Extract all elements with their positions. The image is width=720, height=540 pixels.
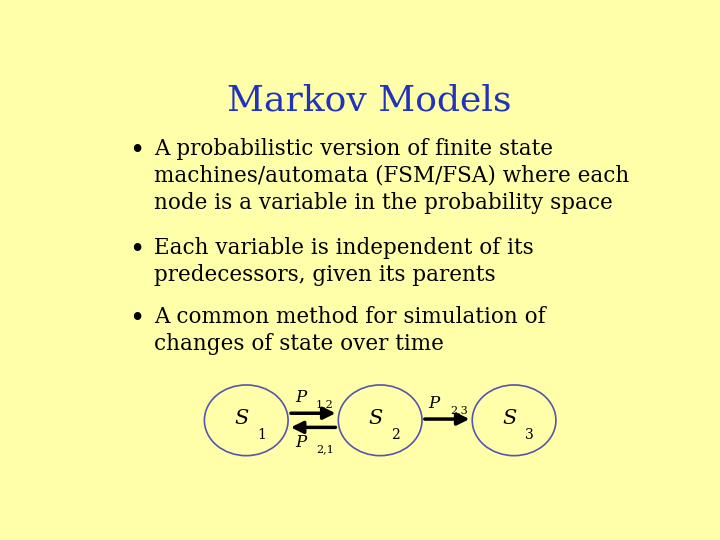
- Text: S: S: [503, 409, 517, 428]
- Text: 2,3: 2,3: [450, 406, 468, 415]
- Text: Each variable is independent of its
predecessors, given its parents: Each variable is independent of its pred…: [154, 238, 534, 286]
- Text: 2: 2: [392, 428, 400, 442]
- Text: 3: 3: [526, 428, 534, 442]
- Ellipse shape: [472, 385, 556, 456]
- Text: 1,2: 1,2: [316, 400, 334, 409]
- Text: 1: 1: [258, 428, 266, 442]
- Text: A common method for simulation of
changes of state over time: A common method for simulation of change…: [154, 306, 546, 355]
- Text: A probabilistic version of finite state
machines/automata (FSM/FSA) where each
n: A probabilistic version of finite state …: [154, 138, 629, 214]
- Text: P: P: [428, 395, 440, 412]
- Text: •: •: [129, 138, 144, 164]
- Text: S: S: [369, 409, 383, 428]
- Text: P: P: [294, 434, 306, 451]
- Text: S: S: [235, 409, 249, 428]
- Text: •: •: [129, 238, 144, 264]
- Text: •: •: [129, 306, 144, 332]
- Ellipse shape: [204, 385, 288, 456]
- Text: Markov Models: Markov Models: [227, 84, 511, 118]
- Ellipse shape: [338, 385, 422, 456]
- Text: P: P: [294, 389, 306, 406]
- Text: 2,1: 2,1: [316, 444, 334, 455]
